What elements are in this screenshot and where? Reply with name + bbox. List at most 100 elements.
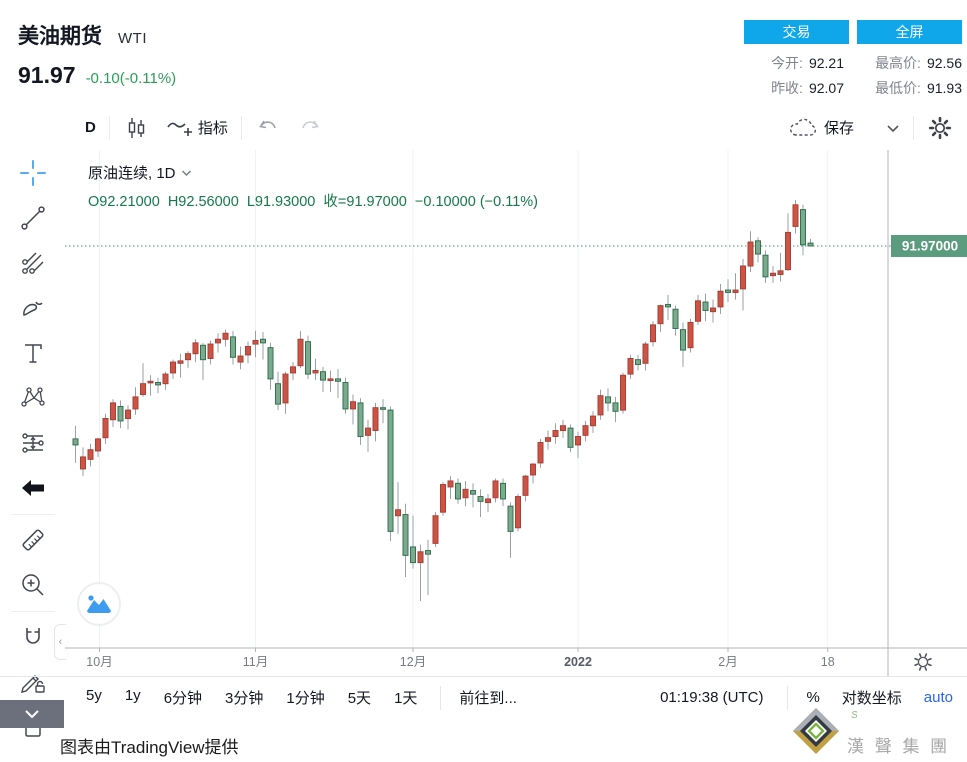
candle: [177, 360, 184, 364]
candle: [395, 509, 401, 517]
tool-forecast[interactable]: [14, 424, 52, 462]
range-button-5y[interactable]: 5y: [86, 687, 102, 704]
gear-icon: [928, 116, 952, 139]
candle: [140, 383, 146, 395]
candle: [207, 343, 214, 359]
candle: [132, 396, 139, 410]
brand-logo: S 漢 聲 集 團: [791, 702, 961, 760]
tool-ruler[interactable]: [14, 521, 52, 559]
range-button-6分钟[interactable]: 6分钟: [163, 690, 203, 707]
price-scale-settings-icon[interactable]: [914, 653, 932, 671]
candle: [680, 329, 686, 351]
fullscreen-button[interactable]: 全屏: [857, 20, 962, 44]
candle: [575, 436, 581, 446]
range-button-3分钟[interactable]: 3分钟: [225, 690, 264, 707]
range-button-1y[interactable]: 1y: [124, 687, 141, 704]
candle: [522, 475, 529, 496]
candle: [755, 240, 761, 255]
candle: [665, 303, 671, 308]
sidebar-collapse-handle[interactable]: ‹: [54, 624, 66, 660]
candle: [732, 289, 739, 293]
tool-text[interactable]: [14, 334, 52, 372]
symbol-watermark-icon[interactable]: [77, 582, 121, 626]
candle: [267, 347, 274, 380]
log-scale-button[interactable]: 对数坐标: [841, 690, 902, 707]
x-axis-tick: 2月: [718, 655, 737, 669]
chart-style-button[interactable]: [123, 115, 149, 141]
candle: [800, 209, 806, 246]
drawing-lock-icon: [20, 675, 45, 693]
candle: [147, 380, 154, 384]
candle: [687, 321, 694, 349]
x-axis-tick: 11月: [243, 655, 268, 669]
range-button-5天[interactable]: 5天: [347, 690, 372, 707]
auto-scale-button[interactable]: auto: [923, 689, 953, 706]
candle: [567, 427, 574, 448]
range-button-1天[interactable]: 1天: [394, 690, 418, 707]
clock[interactable]: 01:19:38 (UTC): [660, 689, 764, 706]
candle: [320, 371, 326, 381]
candlestick-style-icon: [128, 117, 145, 138]
series-title[interactable]: 原油连续, 1D: [88, 162, 538, 183]
tool-xabcd-pattern[interactable]: [14, 379, 52, 417]
percent-scale-button[interactable]: %: [806, 689, 820, 706]
toolbar-separator: [913, 115, 914, 140]
chevron-down-icon: [25, 710, 39, 719]
candle: [260, 338, 266, 344]
tool-zoom-in[interactable]: [14, 566, 52, 604]
candle: [792, 204, 799, 227]
save-button[interactable]: 保存: [787, 116, 854, 140]
candle: [215, 338, 221, 344]
candle: [192, 342, 199, 355]
candle: [200, 344, 206, 361]
price-chart[interactable]: 10月 11月 12月 2022 2月 18 91.97000: [65, 150, 967, 676]
candle: [282, 373, 289, 404]
tool-crosshair[interactable]: [14, 154, 52, 192]
tool-magnet[interactable]: [14, 618, 52, 656]
cloud-icon: [789, 118, 817, 136]
indicators-button[interactable]: 指标: [165, 115, 228, 141]
ruler-icon: [21, 529, 44, 551]
candle: [230, 336, 236, 358]
candle: [447, 480, 454, 488]
candle: [95, 438, 101, 452]
trade-button[interactable]: 交易: [744, 20, 849, 44]
tool-trend-line[interactable]: [14, 199, 52, 237]
undo-button[interactable]: [255, 117, 281, 139]
range-button-1分钟[interactable]: 1分钟: [286, 690, 325, 707]
candle: [455, 482, 461, 500]
candle: [612, 402, 619, 412]
bottom-toolbar: 5y 1y 6分钟 3分钟 1分钟 5天 1天 前往到... 01:19:38 (UTC) …: [0, 676, 967, 718]
x-axis-tick: 12月: [400, 655, 426, 669]
candle: [605, 396, 611, 404]
candle: [185, 353, 191, 361]
stat-open: 今开: 92.21: [771, 54, 844, 71]
candle: [777, 270, 784, 275]
toolbar-scroll-down-button[interactable]: [0, 700, 64, 728]
candle: [365, 427, 371, 436]
redo-button[interactable]: [297, 117, 323, 139]
candle: [500, 482, 506, 500]
tool-brush[interactable]: [14, 289, 52, 327]
candle: [702, 301, 709, 311]
save-menu-button[interactable]: [886, 123, 900, 133]
settings-button[interactable]: [927, 115, 953, 141]
candle: [237, 355, 244, 363]
range-buttons: 5y 1y 6分钟 3分钟 1分钟 5天 1天: [86, 687, 440, 708]
goto-date-button[interactable]: 前往到...: [459, 690, 517, 707]
candle: [417, 551, 424, 564]
candle: [80, 456, 86, 470]
instrument-name: 美油期货: [18, 25, 102, 48]
candle: [537, 442, 544, 464]
candle: [582, 425, 589, 436]
tool-drawing-lock[interactable]: [14, 663, 52, 701]
brand-name: 漢 聲 集 團: [847, 737, 951, 756]
candle: [155, 381, 161, 386]
last-price-label: [891, 234, 967, 257]
tool-arrow-marker[interactable]: [14, 469, 52, 507]
tool-gann[interactable]: [14, 244, 52, 282]
candle: [380, 407, 386, 410]
candle: [672, 308, 679, 329]
interval-button[interactable]: D: [85, 119, 96, 136]
